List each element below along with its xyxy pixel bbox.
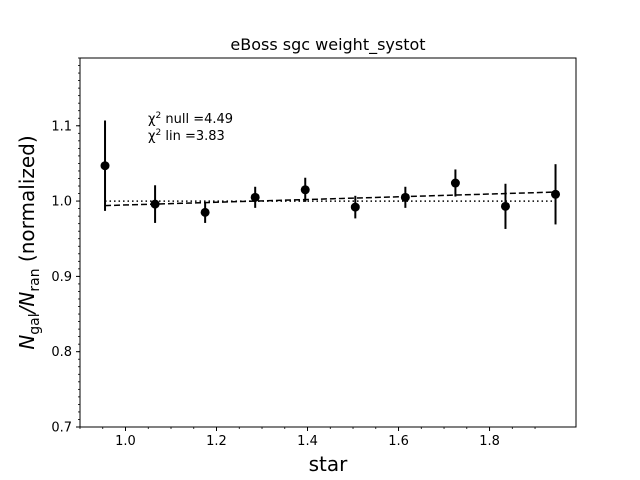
x-tick-label: 1.0 — [115, 434, 136, 449]
data-point — [150, 199, 160, 209]
ylabel-sub-gal: gal — [27, 313, 43, 334]
x-axis-label: star — [309, 452, 349, 476]
y-tick-label: 1.1 — [51, 119, 72, 134]
y-tick-label: 0.9 — [51, 270, 72, 285]
y-tick-label: 0.7 — [51, 421, 72, 436]
data-point — [200, 207, 210, 217]
chi2-lin-annotation: χ2 lin =3.83 — [148, 128, 225, 144]
data-point — [250, 192, 260, 202]
chi2-lin-text: lin =3.83 — [161, 129, 225, 144]
x-tick-label: 1.8 — [479, 434, 500, 449]
plot-area: 1.0 1.2 1.4 1.6 1.8 0.7 0.8 0.9 1.0 1.1 — [51, 57, 577, 449]
data-point — [350, 202, 360, 212]
chi2-null-annotation: χ2 null =4.49 — [148, 111, 233, 127]
y-tick-label: 0.8 — [51, 345, 72, 360]
data-point — [100, 161, 110, 171]
data-point — [500, 201, 510, 211]
ylabel-suffix: (normalized) — [15, 135, 39, 268]
data-point — [450, 178, 460, 188]
x-tick-label: 1.6 — [388, 434, 409, 449]
axes-frame — [79, 57, 577, 428]
linear-fit-line — [105, 191, 556, 207]
y-tick-label: 1.0 — [51, 195, 72, 210]
ylabel-sub-ran: ran — [27, 268, 43, 291]
chi2-null-text: null =4.49 — [161, 112, 233, 127]
x-tick-label: 1.2 — [206, 434, 227, 449]
chi-symbol: χ — [148, 112, 156, 127]
x-tick-label: 1.4 — [297, 434, 318, 449]
chi-superscript: 2 — [156, 128, 162, 138]
chi-symbol: χ — [148, 129, 156, 144]
data-point — [300, 185, 310, 195]
y-axis-label: Ngal/Nran (normalized) — [15, 135, 43, 349]
data-point — [400, 192, 410, 202]
ylabel-n-gal: N — [15, 335, 39, 350]
chi-superscript: 2 — [156, 111, 162, 121]
ylabel-slash-n: /N — [15, 292, 39, 316]
data-point — [551, 189, 561, 199]
chart-title: eBoss sgc weight_systot — [230, 35, 425, 55]
